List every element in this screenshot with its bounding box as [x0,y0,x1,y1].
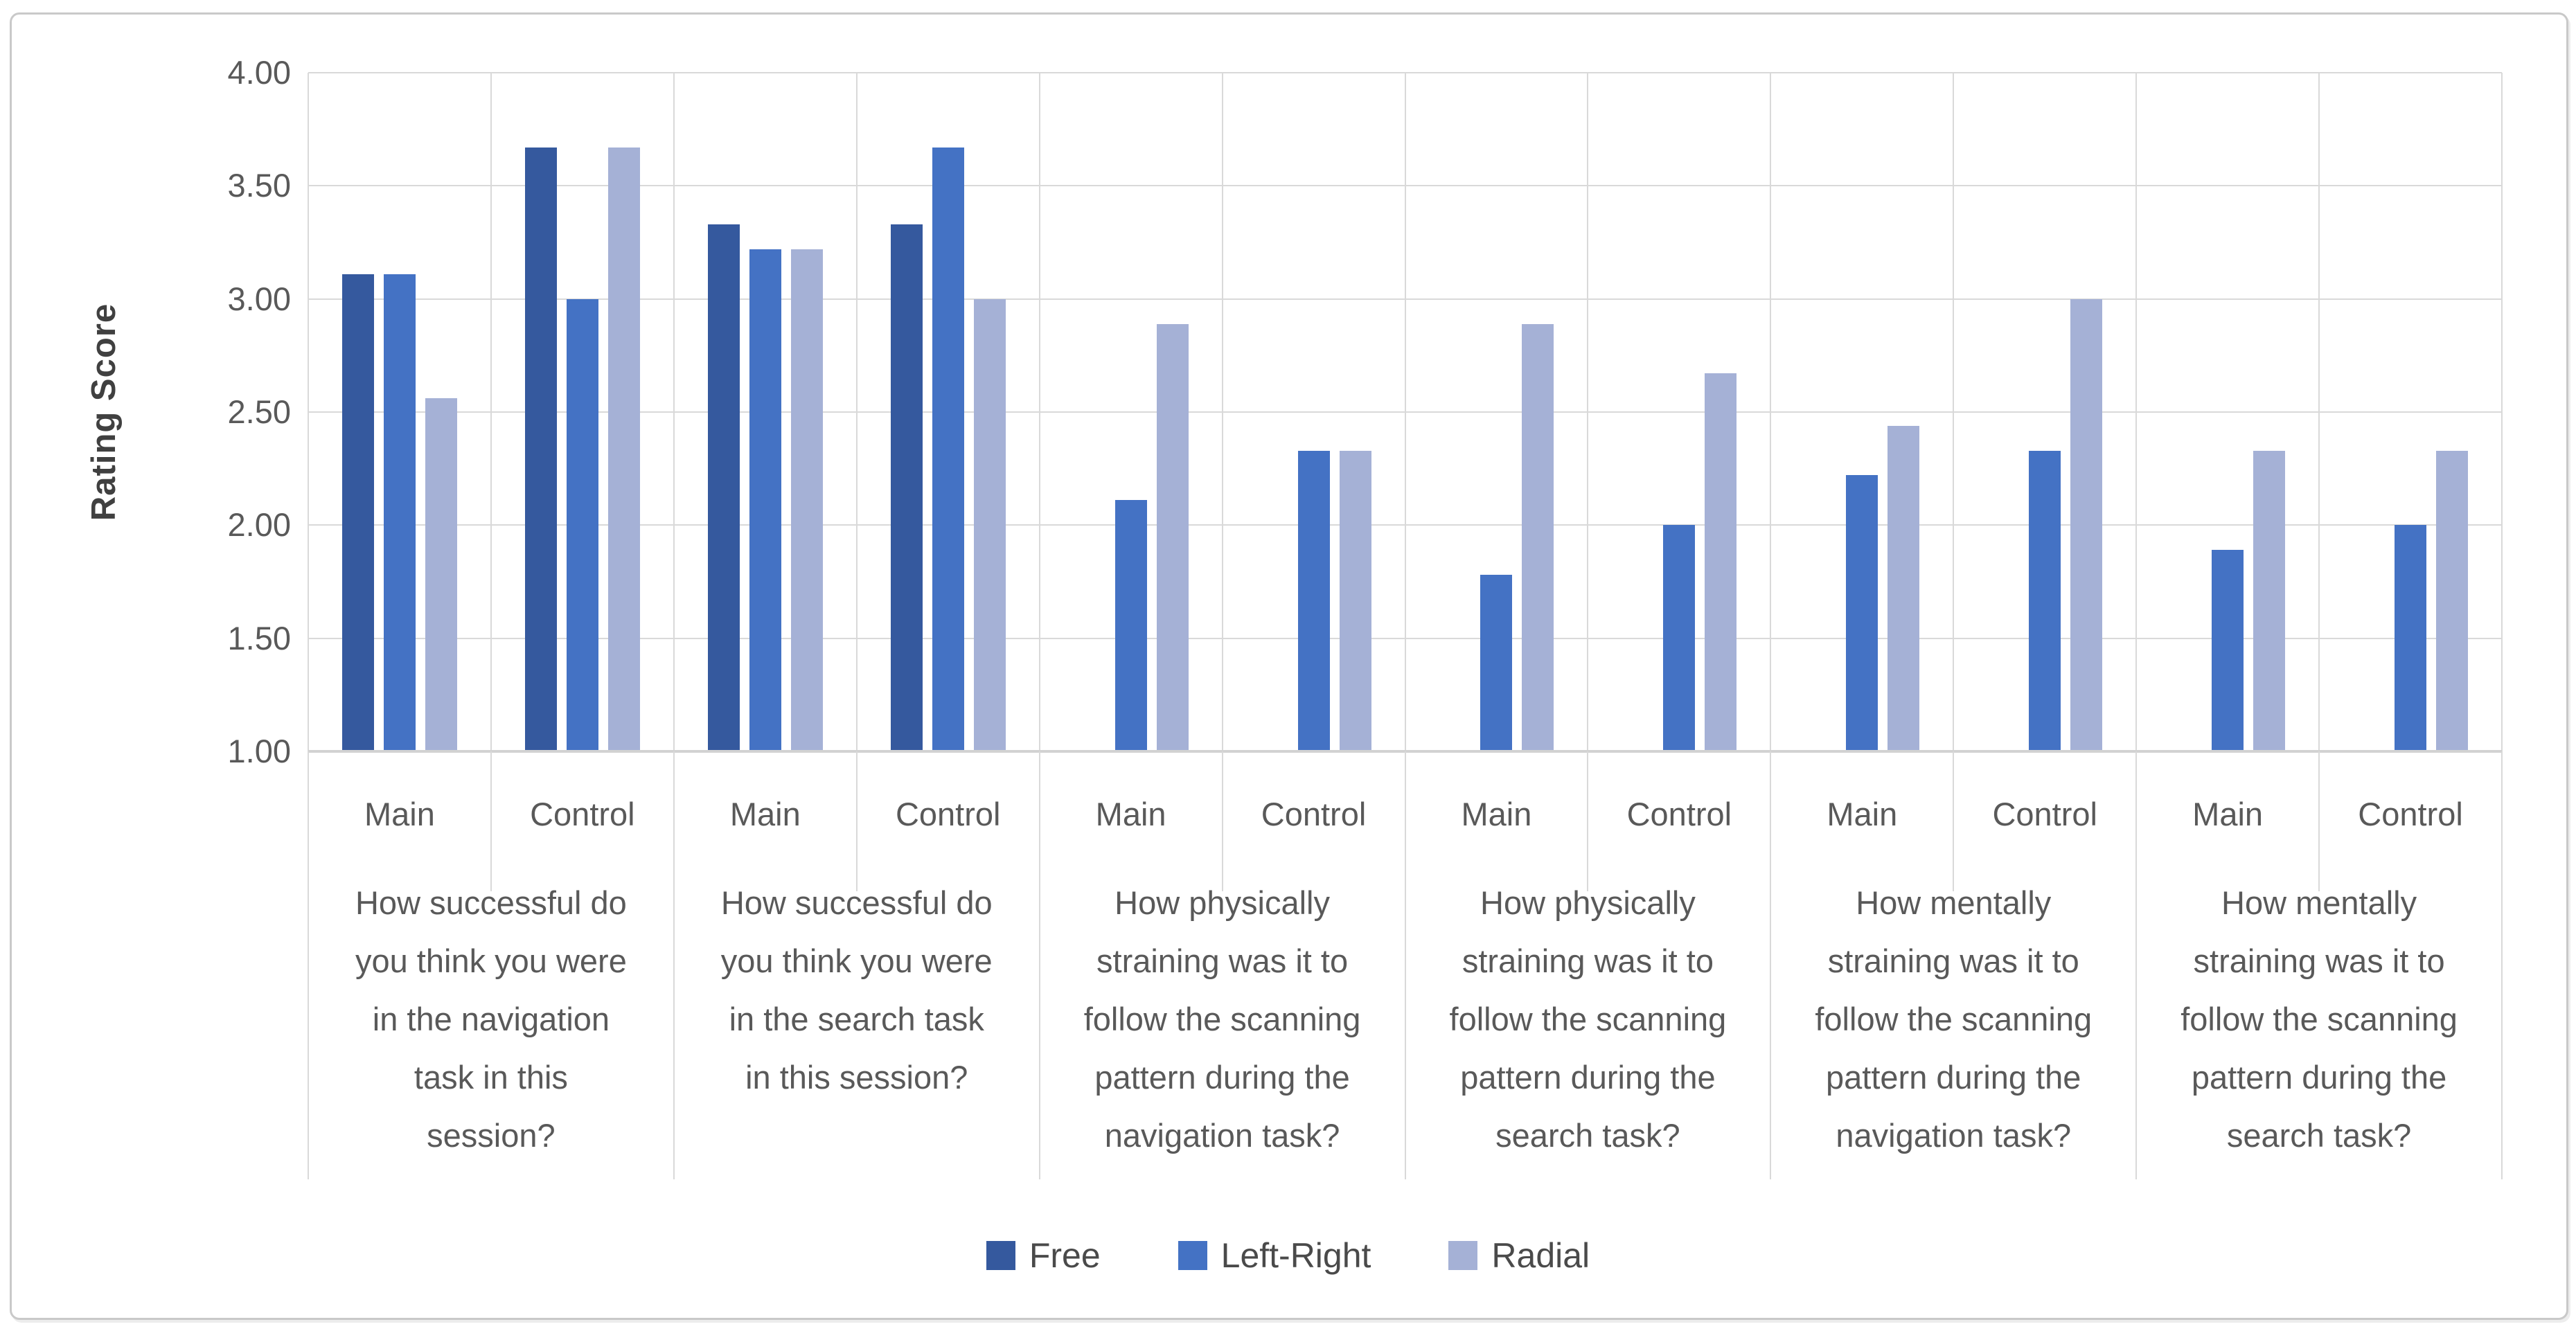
group-separator-line [308,751,309,1179]
bar-left-right [383,274,416,751]
category-label-main: Main [1827,795,1898,832]
legend-swatch-icon [1178,1241,1207,1270]
legend-label: Left-Right [1220,1236,1371,1275]
y-tick-label: 2.00 [227,506,291,544]
bar-free [890,224,923,751]
question-label: How mentally straining was it to follow … [2180,884,2458,1154]
legend-item-free: Free [986,1235,1101,1276]
question-label: How successful do you think you were in … [720,884,993,1096]
y-tick-label: 4.00 [227,54,291,91]
gridline-vertical [308,73,309,751]
bar-left-right [749,249,781,751]
bar-left-right [1846,475,1878,751]
bar-free [341,274,374,751]
legend-item-radial: Radial [1448,1235,1590,1276]
group-separator-line [1038,751,1040,1179]
gridline-vertical [1587,73,1589,751]
legend-label: Radial [1491,1236,1590,1275]
category-label-control: Control [1626,795,1732,832]
bar-radial [2436,450,2469,751]
gridline-vertical [1953,73,1955,751]
gridline-vertical [673,73,675,751]
legend-item-left-right: Left-Right [1178,1235,1371,1276]
bar-radial [607,147,640,751]
bar-radial [973,298,1006,751]
bar-radial [790,249,823,751]
bar-left-right [566,298,598,751]
question-label: How physically straining was it to follo… [1449,884,1727,1154]
bar-left-right [932,147,964,751]
category-label-main: Main [1095,795,1166,832]
gridline-vertical [1221,73,1223,751]
category-label-main: Main [1461,795,1532,832]
category-label-control: Control [530,795,635,832]
question-label: How physically straining was it to follo… [1083,884,1361,1154]
y-tick-label: 1.50 [227,619,291,656]
legend-swatch-icon [1448,1241,1478,1270]
gridline-vertical [1404,73,1406,751]
category-label-main: Main [729,795,801,832]
gridline-vertical [1770,73,1772,751]
gridline-vertical [1038,73,1040,751]
category-tick-line [1587,751,1589,891]
group-separator-line [1770,751,1772,1179]
bar-left-right [1663,525,1696,751]
gridline-vertical [2318,73,2320,751]
bar-left-right [2212,550,2244,751]
plot-area [308,72,2503,753]
bar-free [524,147,557,751]
gridline-vertical [2135,73,2138,751]
y-tick-label: 3.50 [227,167,291,204]
bar-left-right [2029,450,2061,751]
gridline-vertical [2501,73,2503,751]
bar-radial [2070,298,2103,751]
category-label-control: Control [2358,795,2463,832]
bar-radial [1522,323,1554,751]
legend: Free Left-Right Radial [0,1224,2576,1287]
group-separator-line [2501,751,2503,1179]
group-separator-line [1404,751,1406,1179]
bar-left-right [1297,450,1330,751]
gridline-vertical [490,73,492,751]
category-label-control: Control [1261,795,1367,832]
y-axis-title: Rating Score [85,303,123,521]
group-separator-line [2135,751,2138,1179]
category-tick-line [1221,751,1223,891]
bar-free [707,224,740,751]
bar-radial [425,398,457,751]
bar-left-right [2395,525,2427,751]
bar-radial [1339,450,1371,751]
category-label-control: Control [895,795,1001,832]
y-tick-label: 1.00 [227,733,291,769]
bar-radial [1156,323,1189,751]
category-label-main: Main [2192,795,2264,832]
category-tick-line [2318,751,2320,891]
category-label-control: Control [1992,795,2097,832]
bar-radial [2253,450,2286,751]
question-label: How successful do you think you were in … [355,884,627,1154]
bar-radial [1705,373,1737,751]
bar-radial [1887,425,1920,751]
legend-swatch-icon [986,1241,1015,1270]
bar-left-right [1114,500,1147,751]
group-separator-line [673,751,675,1179]
bar-left-right [1480,575,1513,751]
y-tick-label: 3.00 [227,280,291,317]
question-label: How mentally straining was it to follow … [1815,884,2093,1154]
category-label-main: Main [364,795,435,832]
category-tick-line [490,751,492,891]
category-tick-line [1953,751,1955,891]
legend-label: Free [1029,1236,1101,1275]
y-tick-label: 2.50 [227,393,291,430]
gridline-vertical [855,73,858,751]
category-tick-line [855,751,858,891]
